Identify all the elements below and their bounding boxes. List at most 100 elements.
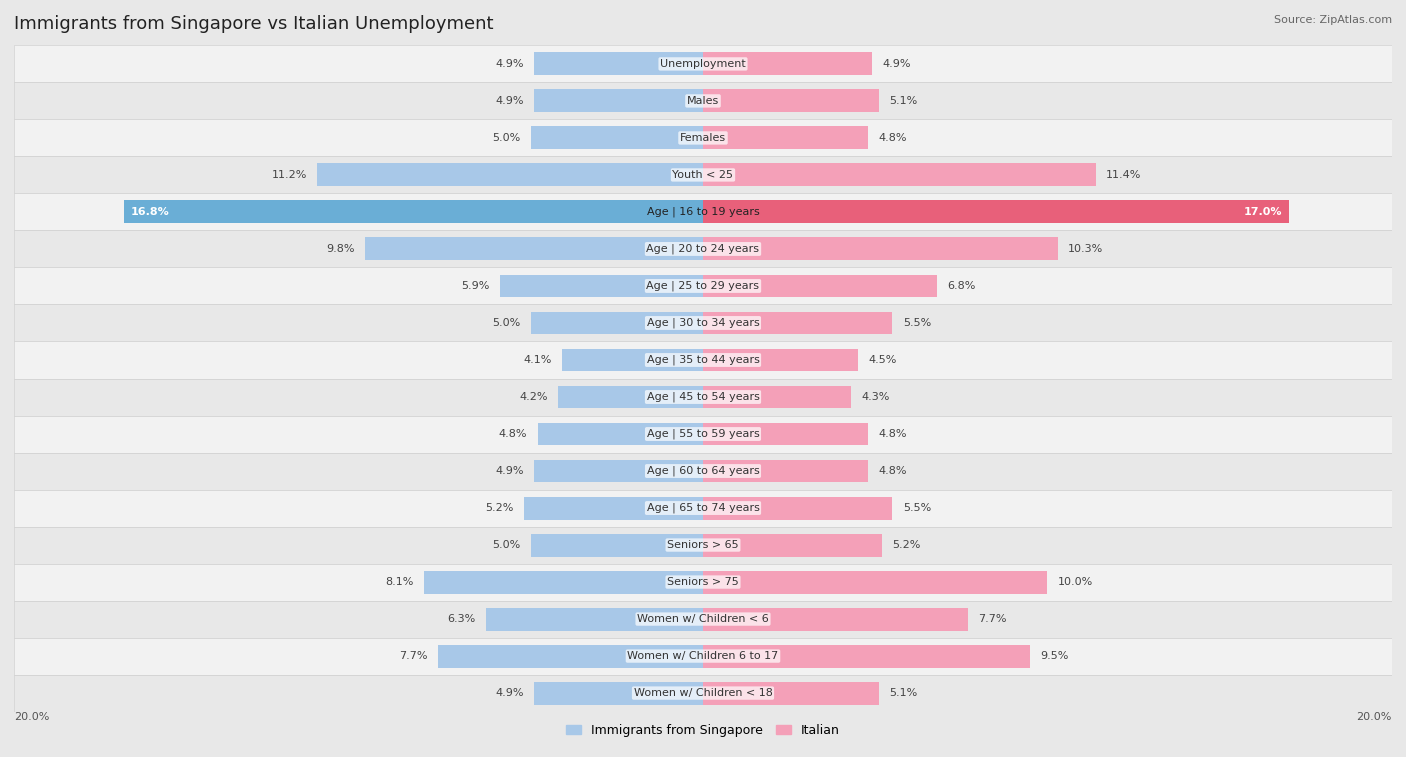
Text: Males: Males bbox=[688, 96, 718, 106]
Bar bbox=[14, 267, 1392, 304]
Text: 4.5%: 4.5% bbox=[869, 355, 897, 365]
Text: Seniors > 65: Seniors > 65 bbox=[668, 540, 738, 550]
Text: Age | 25 to 29 years: Age | 25 to 29 years bbox=[647, 281, 759, 291]
Bar bbox=[703, 681, 879, 705]
Bar bbox=[14, 637, 1392, 674]
Text: 5.2%: 5.2% bbox=[893, 540, 921, 550]
Bar bbox=[531, 126, 703, 149]
Text: 5.2%: 5.2% bbox=[485, 503, 513, 513]
Bar bbox=[318, 164, 703, 186]
Text: 4.1%: 4.1% bbox=[523, 355, 551, 365]
Bar bbox=[14, 45, 1392, 83]
Text: Females: Females bbox=[681, 133, 725, 143]
Bar bbox=[703, 89, 879, 112]
Bar bbox=[14, 230, 1392, 267]
Text: 7.7%: 7.7% bbox=[979, 614, 1007, 624]
Bar bbox=[558, 385, 703, 409]
Bar bbox=[703, 571, 1047, 593]
Bar bbox=[486, 608, 703, 631]
Bar bbox=[124, 201, 703, 223]
Text: Age | 45 to 54 years: Age | 45 to 54 years bbox=[647, 392, 759, 402]
Text: 17.0%: 17.0% bbox=[1243, 207, 1282, 217]
Text: Youth < 25: Youth < 25 bbox=[672, 170, 734, 180]
Bar bbox=[14, 120, 1392, 157]
Text: 20.0%: 20.0% bbox=[14, 712, 49, 721]
Text: Age | 35 to 44 years: Age | 35 to 44 years bbox=[647, 355, 759, 365]
Bar bbox=[14, 453, 1392, 490]
Text: 4.8%: 4.8% bbox=[879, 429, 907, 439]
Bar bbox=[703, 534, 882, 556]
Text: 5.5%: 5.5% bbox=[903, 503, 931, 513]
Text: 4.9%: 4.9% bbox=[495, 96, 524, 106]
Bar bbox=[703, 422, 869, 445]
Text: Women w/ Children 6 to 17: Women w/ Children 6 to 17 bbox=[627, 651, 779, 661]
Bar bbox=[14, 563, 1392, 600]
Bar bbox=[531, 534, 703, 556]
Bar bbox=[537, 422, 703, 445]
Text: 8.1%: 8.1% bbox=[385, 577, 413, 587]
Text: 5.5%: 5.5% bbox=[903, 318, 931, 328]
Text: 5.1%: 5.1% bbox=[889, 688, 917, 698]
Text: Age | 30 to 34 years: Age | 30 to 34 years bbox=[647, 318, 759, 329]
Bar bbox=[703, 497, 893, 519]
Text: 16.8%: 16.8% bbox=[131, 207, 170, 217]
Bar bbox=[14, 527, 1392, 563]
Bar bbox=[703, 608, 969, 631]
Bar bbox=[703, 238, 1057, 260]
Bar bbox=[703, 645, 1031, 668]
Text: Women w/ Children < 6: Women w/ Children < 6 bbox=[637, 614, 769, 624]
Bar bbox=[703, 348, 858, 372]
Text: Seniors > 75: Seniors > 75 bbox=[666, 577, 740, 587]
Bar bbox=[534, 89, 703, 112]
Bar bbox=[524, 497, 703, 519]
Text: 11.2%: 11.2% bbox=[271, 170, 307, 180]
Bar bbox=[703, 164, 1095, 186]
Bar bbox=[366, 238, 703, 260]
Text: Unemployment: Unemployment bbox=[661, 59, 745, 69]
Bar bbox=[14, 600, 1392, 637]
Text: Age | 20 to 24 years: Age | 20 to 24 years bbox=[647, 244, 759, 254]
Bar bbox=[703, 201, 1289, 223]
Text: 9.8%: 9.8% bbox=[326, 244, 356, 254]
Bar bbox=[534, 52, 703, 76]
Text: 6.8%: 6.8% bbox=[948, 281, 976, 291]
Bar bbox=[703, 385, 851, 409]
Text: Source: ZipAtlas.com: Source: ZipAtlas.com bbox=[1274, 15, 1392, 25]
Text: 4.8%: 4.8% bbox=[499, 429, 527, 439]
Text: Women w/ Children < 18: Women w/ Children < 18 bbox=[634, 688, 772, 698]
Text: 5.0%: 5.0% bbox=[492, 540, 520, 550]
Bar bbox=[14, 83, 1392, 120]
Text: 4.3%: 4.3% bbox=[862, 392, 890, 402]
Text: 9.5%: 9.5% bbox=[1040, 651, 1069, 661]
Text: 4.9%: 4.9% bbox=[495, 466, 524, 476]
Text: 4.9%: 4.9% bbox=[882, 59, 911, 69]
Text: Age | 16 to 19 years: Age | 16 to 19 years bbox=[647, 207, 759, 217]
Text: 4.8%: 4.8% bbox=[879, 466, 907, 476]
Text: 4.2%: 4.2% bbox=[519, 392, 548, 402]
Text: 5.9%: 5.9% bbox=[461, 281, 489, 291]
Bar bbox=[703, 459, 869, 482]
Bar bbox=[703, 52, 872, 76]
Text: 5.0%: 5.0% bbox=[492, 133, 520, 143]
Bar bbox=[534, 459, 703, 482]
Bar bbox=[562, 348, 703, 372]
Text: Age | 60 to 64 years: Age | 60 to 64 years bbox=[647, 466, 759, 476]
Text: 4.9%: 4.9% bbox=[495, 688, 524, 698]
Text: 5.0%: 5.0% bbox=[492, 318, 520, 328]
Bar bbox=[437, 645, 703, 668]
Text: Age | 65 to 74 years: Age | 65 to 74 years bbox=[647, 503, 759, 513]
Bar bbox=[703, 312, 893, 335]
Bar bbox=[425, 571, 703, 593]
Legend: Immigrants from Singapore, Italian: Immigrants from Singapore, Italian bbox=[561, 719, 845, 742]
Text: Age | 55 to 59 years: Age | 55 to 59 years bbox=[647, 428, 759, 439]
Bar bbox=[14, 304, 1392, 341]
Bar bbox=[531, 312, 703, 335]
Text: 4.8%: 4.8% bbox=[879, 133, 907, 143]
Bar bbox=[14, 378, 1392, 416]
Text: 20.0%: 20.0% bbox=[1357, 712, 1392, 721]
Bar bbox=[14, 674, 1392, 712]
Bar bbox=[14, 416, 1392, 453]
Bar bbox=[703, 126, 869, 149]
Bar bbox=[534, 681, 703, 705]
Bar bbox=[14, 341, 1392, 378]
